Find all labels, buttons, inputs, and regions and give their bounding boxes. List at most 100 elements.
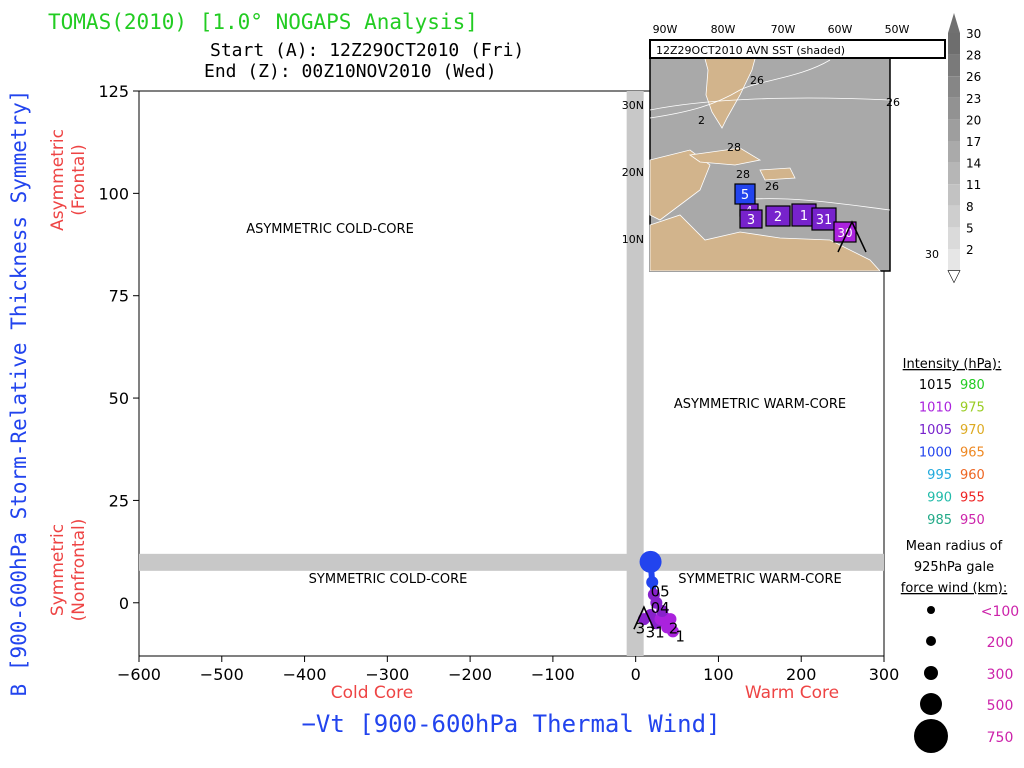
track-date-label: 3 [636, 619, 646, 637]
x-right-caption: Warm Core [745, 683, 839, 703]
y-axis-ticks: 0 25 50 75 100 125 [98, 82, 139, 613]
inset-title-box [649, 39, 946, 59]
inset-storm-box-label: 3 [747, 213, 755, 228]
colorbar-segment [948, 184, 960, 206]
radius-title-line-1: Mean radius of [906, 539, 1003, 554]
colorbar-segment [948, 205, 960, 228]
colorbar-label: 17 [966, 135, 981, 149]
colorbar-label: 5 [966, 221, 974, 235]
radius-legend-label: 500 [987, 698, 1014, 714]
radius-legend-label: 750 [987, 730, 1014, 746]
chart-title: TOMAS(2010) [1.0° NOGAPS Analysis] [48, 10, 478, 34]
legend-pressure-right: 970 [960, 423, 985, 438]
colorbar-label: 2 [966, 243, 974, 257]
colorbar-segment [948, 97, 960, 120]
legend-pressure-left: 990 [927, 491, 952, 506]
x-tick-label: −100 [531, 665, 575, 684]
legend-pressure-right: 975 [960, 401, 985, 416]
track-date-label: 05 [651, 582, 670, 600]
y-axis-label: B [900-600hPa Storm-Relative Thickness S… [7, 90, 31, 697]
radius-legend-label: 300 [987, 667, 1014, 683]
inset-sst-contour-26-north [649, 97, 891, 111]
legend-pressure-right: 950 [960, 513, 985, 528]
legend-pressure-left: 1000 [919, 446, 952, 461]
track-date-label: 2 [669, 619, 679, 637]
inset-start-marker [837, 220, 867, 253]
inset-contour-label: 26 [765, 180, 779, 193]
x-axis-label: −Vt [900-600hPa Thermal Wind] [301, 710, 720, 738]
inset-storm-box [765, 205, 791, 227]
inset-lat-label: 20N [622, 166, 644, 179]
colorbar-segment [948, 119, 960, 141]
inset-lon-label: 50W [885, 23, 910, 36]
colorbar-segment [948, 162, 960, 185]
track-point [666, 625, 679, 638]
vertical-threshold-band [626, 91, 644, 656]
x-axis-ticks: −600 −500 −400 −300 −200 −100 0 100 200 300 [117, 656, 899, 684]
x-tick-label: 300 [869, 665, 900, 684]
y-tick-label: 50 [109, 389, 129, 408]
y-bottom-caption-1: Symmetric [48, 524, 68, 616]
colorbar-label: 26 [966, 70, 981, 84]
track-start-marker [633, 605, 655, 630]
y-tick-label: 75 [109, 287, 129, 306]
inset-sst-contour-28 [739, 198, 891, 211]
inset-contour-label: 26 [750, 74, 764, 87]
inset-land-south-america [649, 214, 881, 272]
colorbar-segment [948, 76, 960, 98]
horizontal-threshold-band [139, 553, 884, 571]
inset-lat-label: 30N [622, 99, 644, 112]
legend-pressure-right: 955 [960, 491, 985, 506]
legend-pressure-right: 980 [960, 378, 985, 393]
colorbar-label: 30 [966, 27, 981, 41]
track-point [646, 576, 659, 589]
track-date-label: 31 [646, 623, 665, 641]
inset-lon-label: 90W [653, 23, 678, 36]
x-tick-label: 200 [786, 665, 817, 684]
y-tick-label: 0 [119, 594, 129, 613]
legend-pressure-left: 1005 [919, 423, 952, 438]
inset-sst-contour-30 [894, 244, 946, 266]
radius-legend-label: 200 [987, 635, 1014, 651]
inset-storm-box-label: 1 [800, 209, 808, 224]
inset-lon-label: 80W [711, 23, 736, 36]
inset-contour-label: 26 [886, 96, 900, 109]
quadrant-label-symmetric-warm: SYMMETRIC WARM-CORE [678, 572, 841, 587]
x-tick-label: 0 [631, 665, 641, 684]
radius-legend-dot [926, 636, 936, 646]
inset-lat-label: 10N [622, 233, 644, 246]
inset-storm-box [811, 207, 837, 231]
inset-land-yucatan [649, 149, 711, 221]
x-tick-label: −300 [365, 665, 409, 684]
x-tick-label: −400 [283, 665, 327, 684]
inset-contour-label: 28 [736, 168, 750, 181]
radius-legend-dot [924, 666, 938, 680]
end-time: End (Z): 00Z10NOV2010 (Wed) [204, 61, 497, 82]
inset-sst-colorbar: 30 28 26 23 20 17 14 11 8 5 2 [947, 13, 981, 284]
colorbar-label: 23 [966, 92, 981, 106]
y-top-caption-2: (Frontal) [69, 144, 89, 215]
legend-pressure-left: 1015 [919, 378, 952, 393]
radius-title-line-3: force wind (km): [901, 581, 1007, 596]
inset-storm-box-label: 5 [741, 188, 749, 203]
y-tick-label: 100 [98, 184, 129, 203]
x-tick-label: −600 [117, 665, 161, 684]
colorbar-segment [948, 54, 960, 77]
legend-pressure-left: 1010 [919, 401, 952, 416]
track-point [647, 588, 660, 601]
radius-legend-dot [920, 693, 942, 715]
inset-contour-label: 2 [698, 114, 705, 127]
colorbar-label: 14 [966, 157, 981, 171]
start-time: Start (A): 12Z29OCT2010 (Fri) [210, 40, 524, 61]
legend-pressure-right: 960 [960, 468, 985, 483]
track-date-label: 04 [651, 599, 670, 617]
x-left-caption: Cold Core [331, 683, 414, 703]
y-top-caption-1: Asymmetric [48, 129, 68, 231]
legend-title: Intensity (hPa): [903, 357, 1002, 372]
inset-sst-contour-26-gulf [649, 59, 831, 119]
colorbar-label: 28 [966, 49, 981, 63]
x-tick-label: −500 [200, 665, 244, 684]
legend-pressure-right: 965 [960, 446, 985, 461]
